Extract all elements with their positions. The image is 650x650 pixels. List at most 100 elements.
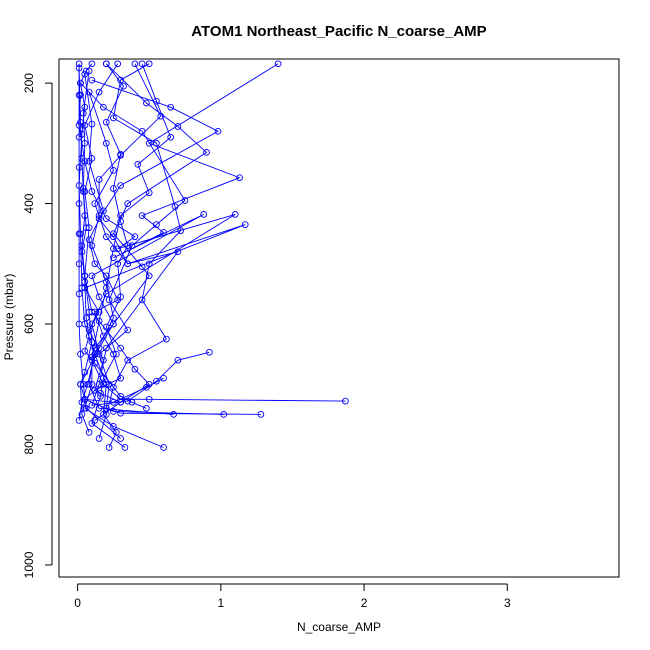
data-point — [124, 242, 132, 250]
data-point — [79, 185, 87, 192]
data-point — [105, 296, 113, 304]
data-point — [79, 380, 87, 388]
data-point — [124, 356, 132, 364]
data-point — [82, 67, 90, 75]
data-point — [78, 155, 86, 162]
data-point — [100, 356, 107, 364]
data-point — [88, 320, 96, 328]
data-point — [160, 229, 167, 236]
data-point — [75, 320, 83, 328]
data-point — [128, 242, 136, 250]
data-point — [117, 212, 124, 219]
data-point — [145, 260, 153, 268]
data-point — [153, 97, 160, 105]
data-point — [77, 118, 84, 126]
data-point — [102, 344, 110, 352]
data-point — [114, 296, 122, 304]
profile-line — [78, 95, 261, 415]
data-point — [95, 344, 103, 352]
data-point — [117, 409, 124, 417]
x-axis: 0 1 2 3 — [74, 583, 511, 610]
data-point — [203, 149, 210, 156]
data-point — [102, 139, 110, 147]
data-point — [75, 200, 83, 207]
data-point — [79, 109, 87, 117]
data-point — [110, 254, 117, 262]
data-point — [231, 211, 239, 218]
data-point — [153, 139, 160, 147]
data-point — [102, 272, 110, 280]
data-point — [88, 242, 96, 250]
data-point — [100, 103, 107, 111]
data-point — [220, 411, 228, 418]
data-point — [117, 344, 124, 352]
data-point — [102, 118, 110, 126]
profile-line — [80, 63, 208, 403]
y-tick-label: 800 — [22, 434, 36, 454]
data-point — [114, 245, 122, 253]
data-point — [128, 398, 136, 406]
data-point — [75, 121, 83, 129]
y-tick-label: 600 — [22, 314, 36, 334]
y-axis-label: Pressure (mbar) — [2, 274, 16, 361]
data-point — [153, 221, 160, 228]
data-point — [110, 233, 117, 241]
data-point — [95, 212, 103, 219]
data-point — [138, 263, 146, 271]
data-point — [91, 260, 99, 268]
data-point — [121, 444, 129, 451]
data-point — [138, 60, 146, 68]
data-point — [82, 224, 90, 232]
data-point — [241, 221, 249, 228]
data-point — [110, 245, 117, 253]
data-point — [124, 200, 132, 207]
data-point — [143, 404, 150, 412]
data-point — [85, 224, 93, 232]
data-point — [91, 417, 99, 424]
data-point — [163, 335, 170, 343]
data-point — [206, 348, 213, 356]
data-point — [117, 182, 124, 189]
data-point — [174, 248, 182, 256]
data-point — [78, 411, 86, 418]
data-point — [85, 88, 93, 96]
data-point — [117, 76, 124, 84]
data-point — [91, 308, 99, 316]
data-point — [102, 60, 110, 68]
data-point — [124, 260, 132, 268]
data-point — [97, 392, 104, 400]
data-point — [171, 203, 179, 210]
data-point — [81, 139, 89, 147]
data-point — [91, 200, 99, 207]
data-point — [95, 404, 103, 412]
data-point — [102, 380, 110, 388]
data-point — [77, 79, 84, 87]
data-point — [85, 429, 93, 436]
data-point — [112, 350, 120, 358]
data-point — [145, 395, 153, 403]
data-point — [81, 395, 89, 403]
data-point — [131, 365, 139, 373]
data-point — [75, 133, 83, 141]
chart-title: ATOM1 Northeast_Pacific N_coarse_AMP — [191, 23, 486, 40]
data-point — [112, 429, 120, 436]
data-point — [88, 380, 96, 388]
data-point — [85, 332, 93, 340]
data-point — [100, 332, 107, 340]
data-point — [88, 188, 96, 195]
data-point — [167, 133, 175, 141]
data-point — [102, 404, 110, 412]
data-point — [174, 123, 182, 130]
data-point — [110, 114, 117, 122]
data-point — [138, 212, 146, 219]
data-point — [75, 230, 83, 238]
data-point — [117, 152, 124, 159]
data-point — [143, 99, 150, 107]
data-point — [105, 444, 113, 451]
data-point — [110, 350, 117, 358]
data-point — [75, 164, 83, 171]
data-point — [274, 60, 282, 68]
data-point — [85, 236, 93, 244]
x-tick-label: 2 — [361, 596, 368, 610]
